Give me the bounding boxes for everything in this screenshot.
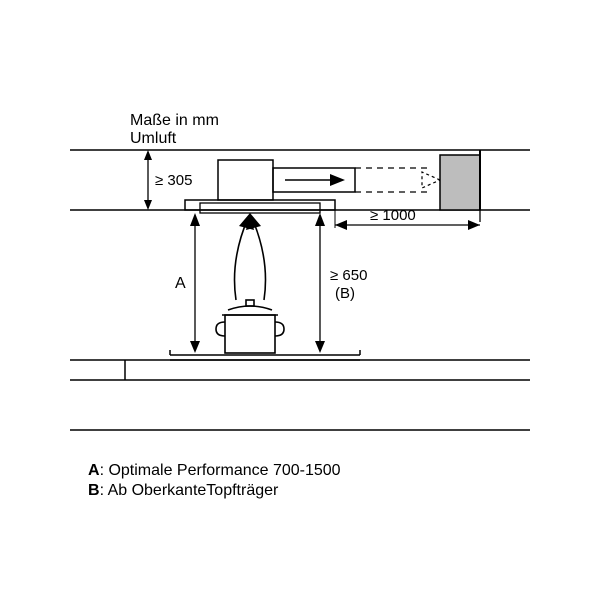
title-line2: Umluft (130, 130, 177, 147)
dim-1000-text: ≥ 1000 (370, 207, 416, 224)
hood-motor-box (218, 160, 273, 200)
dim-A: A (175, 213, 200, 353)
outlet-box (440, 155, 480, 210)
svg-text:A: Optimale Performance 700-15: A: Optimale Performance 700-1500 (88, 462, 341, 479)
svg-text:B: Ab OberkanteTopfträger: B: Ab OberkanteTopfträger (88, 482, 279, 499)
dim-305-text: ≥ 305 (155, 172, 192, 189)
pot (216, 300, 284, 353)
dim-A-text: A (175, 275, 186, 292)
dim-650: ≥ 650 (B) (315, 213, 367, 353)
airflow-arrow (285, 174, 345, 186)
duct-dashed-arrowhead (422, 172, 440, 188)
legend: A: Optimale Performance 700-1500 B: Ab O… (88, 462, 341, 499)
duct-dashed (355, 168, 430, 192)
countertop (70, 360, 530, 380)
steam-arrows (235, 213, 266, 300)
hood-plate-inner (200, 203, 320, 213)
legend-A-label: A (88, 462, 100, 479)
legend-B-text: : Ab OberkanteTopfträger (100, 482, 279, 499)
legend-A-text: : Optimale Performance 700-1500 (100, 462, 341, 479)
dim-650-sub: (B) (335, 285, 355, 302)
title-line1: Maße in mm (130, 112, 219, 129)
installation-diagram: Maße in mm Umluft ≥ 305 ≥ 100 (0, 0, 600, 600)
hood-plate-outer (185, 200, 335, 210)
dim-650-text: ≥ 650 (330, 267, 367, 284)
legend-B-label: B (88, 482, 100, 499)
cooktop (170, 350, 360, 360)
